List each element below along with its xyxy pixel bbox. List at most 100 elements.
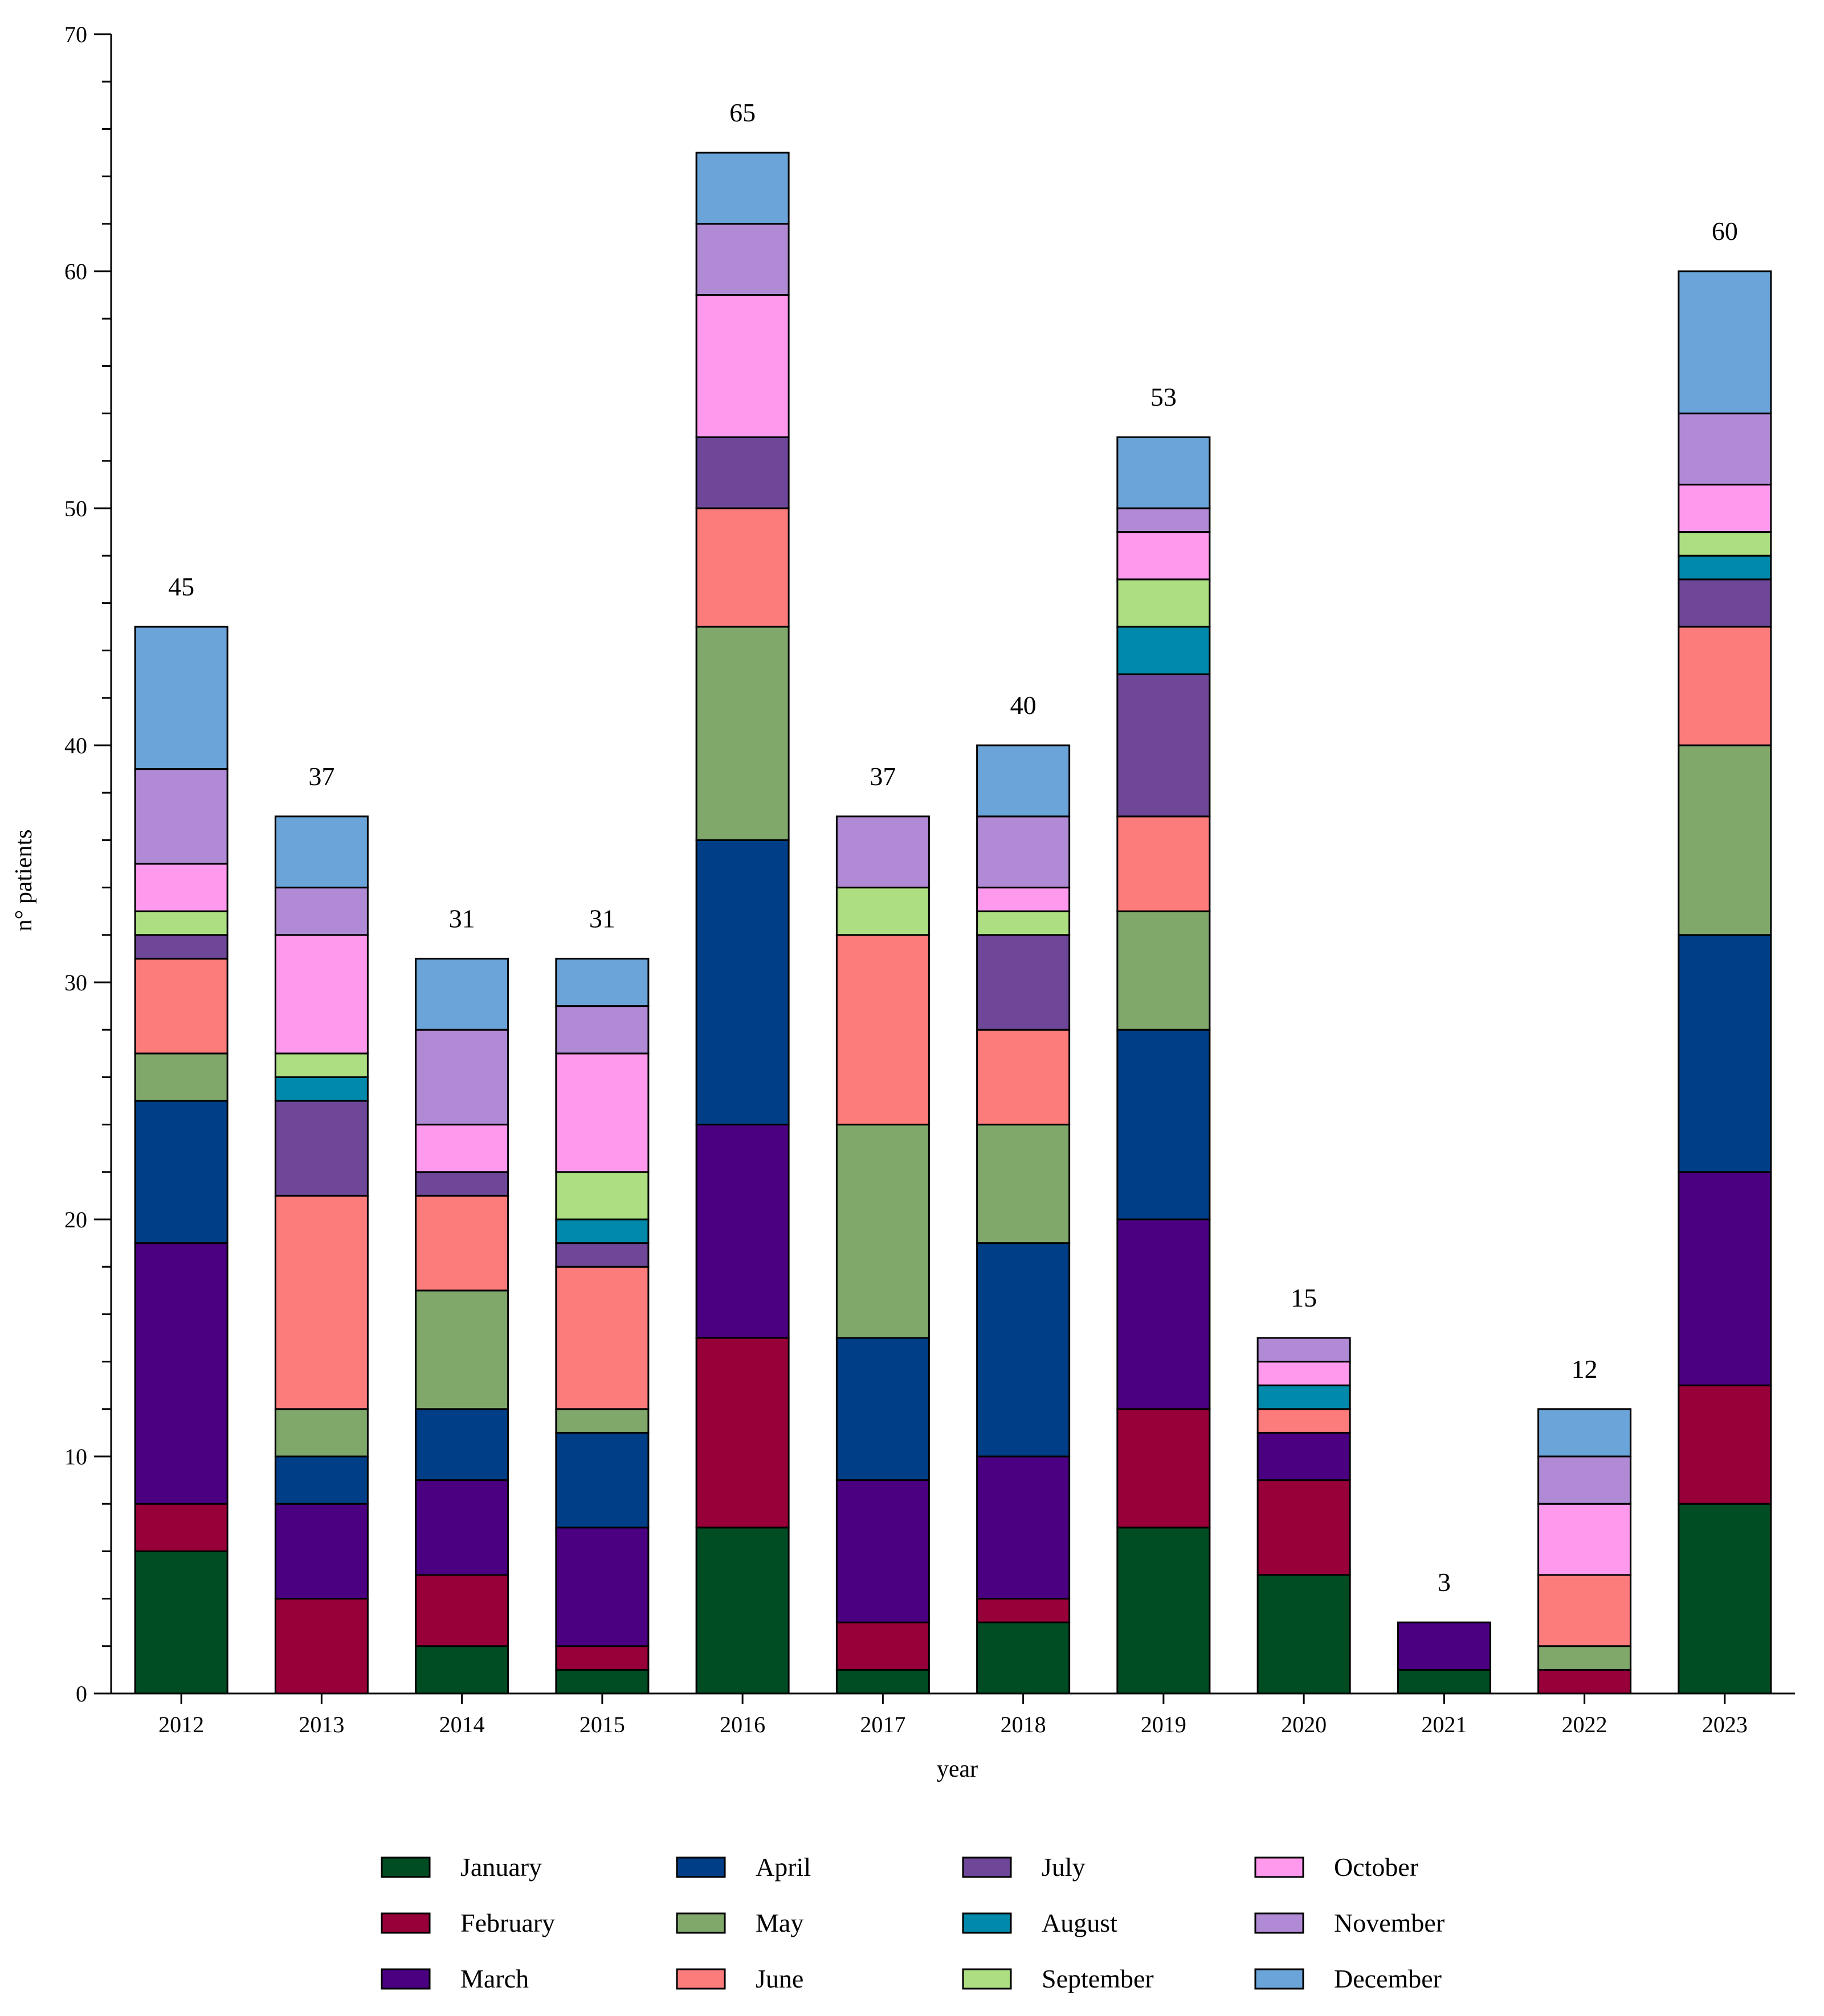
bar-segment-2016-april [695, 839, 790, 1126]
bar-segment-2013-june [274, 1194, 369, 1410]
total-label: 3 [1438, 1568, 1451, 1597]
legend-label: November [1334, 1908, 1444, 1937]
legend-label: October [1334, 1852, 1418, 1882]
bar-segment-2018-february [976, 1598, 1071, 1623]
bar-segment-2020-august [1256, 1384, 1351, 1410]
bar-segment-2023-july [1678, 578, 1772, 628]
total-label: 65 [729, 98, 756, 127]
plot-area: 45 37 31 31 65 37 40 53 15 3 12 60 [134, 98, 1772, 1695]
bar-segment-2019-april [1116, 1029, 1211, 1221]
legend-swatch [676, 1856, 726, 1878]
x-tick-label: 2013 [299, 1712, 344, 1737]
legend-label: May [756, 1908, 803, 1937]
legend-swatch [676, 1968, 726, 1990]
bar-segment-2016-january [695, 1527, 790, 1695]
bar-segment-2017-march [835, 1479, 930, 1623]
bar-segment-2020-march [1256, 1431, 1351, 1482]
y-tick-label: 50 [64, 496, 87, 521]
bar-segment-2023-december [1678, 270, 1772, 415]
bar-segment-2015-july [555, 1242, 650, 1268]
y-tick-label: 30 [64, 970, 87, 995]
legend-swatch [1254, 1968, 1304, 1990]
bar-group-2018: 40 [976, 691, 1071, 1695]
bar-segment-2017-june [835, 934, 930, 1126]
bar-segment-2014-october [415, 1124, 509, 1173]
bar-segment-2018-november [976, 815, 1071, 889]
bar-segment-2013-april [274, 1455, 369, 1505]
x-tick-label: 2023 [1702, 1712, 1748, 1737]
bar-segment-2019-october [1116, 531, 1211, 581]
bar-segment-2015-october [555, 1052, 650, 1173]
bar-segment-2019-november [1116, 507, 1211, 533]
bar-segment-2016-july [695, 436, 790, 509]
legend-swatch [381, 1968, 431, 1990]
bar-segment-2018-october [976, 887, 1071, 912]
legend-swatch [381, 1912, 431, 1934]
bar-segment-2022-may [1537, 1645, 1632, 1671]
total-label: 60 [1712, 217, 1738, 246]
axes: n° patients year 0 10 20 30 40 50 60 70 2012 2013… [11, 22, 1795, 1782]
legend-swatch [962, 1912, 1012, 1934]
bar-segment-2012-september [134, 910, 228, 936]
bar-segment-2013-september [274, 1052, 369, 1078]
legend-label: December [1334, 1964, 1442, 1993]
bar-segment-2012-february [134, 1503, 228, 1552]
bar-segment-2016-june [695, 507, 790, 628]
legend-swatch [381, 1856, 431, 1878]
bar-segment-2016-october [695, 294, 790, 438]
bar-segment-2012-june [134, 957, 228, 1055]
legend-item-august: August [962, 1908, 1117, 1937]
bar-segment-2019-december [1116, 436, 1211, 509]
y-axis-label: n° patients [11, 830, 37, 932]
legend-label: September [1042, 1964, 1154, 1993]
x-axis-label: year [937, 1756, 978, 1782]
bar-segment-2013-july [274, 1100, 369, 1197]
bar-segment-2018-july [976, 934, 1071, 1031]
bar-segment-2017-april [835, 1337, 930, 1482]
bar-segment-2023-february [1678, 1384, 1772, 1505]
bar-segment-2015-december [555, 957, 650, 1007]
bar-segment-2012-october [134, 863, 228, 912]
bar-segment-2023-january [1678, 1503, 1772, 1695]
bar-segment-2023-september [1678, 531, 1772, 557]
total-label: 15 [1291, 1283, 1317, 1312]
legend-item-july: July [962, 1852, 1086, 1882]
bar-group-2012: 45 [134, 572, 228, 1695]
bar-segment-2015-may [555, 1408, 650, 1434]
legend-label: July [1042, 1852, 1086, 1882]
bar-segment-2021-march [1397, 1621, 1491, 1671]
x-tick-label: 2016 [720, 1712, 765, 1737]
bar-segment-2013-october [274, 934, 369, 1055]
x-tick-label: 2019 [1141, 1712, 1186, 1737]
bar-segment-2014-february [415, 1574, 509, 1647]
bar-segment-2023-october [1678, 483, 1772, 533]
bar-segment-2022-december [1537, 1408, 1632, 1458]
bar-segment-2021-january [1397, 1668, 1491, 1695]
legend-item-may: May [676, 1908, 803, 1937]
bar-segment-2023-march [1678, 1171, 1772, 1386]
bar-group-2020: 15 [1256, 1283, 1351, 1695]
bar-segment-2017-january [835, 1668, 930, 1695]
bar-segment-2016-march [695, 1124, 790, 1339]
legend-swatch [676, 1912, 726, 1934]
x-tick-label: 2015 [580, 1712, 625, 1737]
total-label: 12 [1572, 1354, 1598, 1384]
bar-segment-2014-april [415, 1408, 509, 1482]
legend-label: March [460, 1964, 529, 1993]
legend-swatch [1254, 1856, 1304, 1878]
bar-segment-2018-may [976, 1124, 1071, 1244]
legend-label: February [460, 1908, 555, 1937]
bar-segment-2020-june [1256, 1408, 1351, 1434]
bar-segment-2019-august [1116, 626, 1211, 675]
legend-swatch [962, 1856, 1012, 1878]
bar-segment-2013-august [274, 1076, 369, 1102]
bar-segment-2018-january [976, 1621, 1071, 1695]
bar-segment-2015-september [555, 1171, 650, 1221]
total-label: 37 [308, 762, 334, 791]
bar-segment-2015-march [555, 1527, 650, 1647]
bar-segment-2013-may [274, 1408, 369, 1458]
y-tick-label: 40 [64, 733, 87, 758]
bar-group-2016: 65 [695, 98, 790, 1695]
legend-item-december: December [1254, 1964, 1442, 1993]
